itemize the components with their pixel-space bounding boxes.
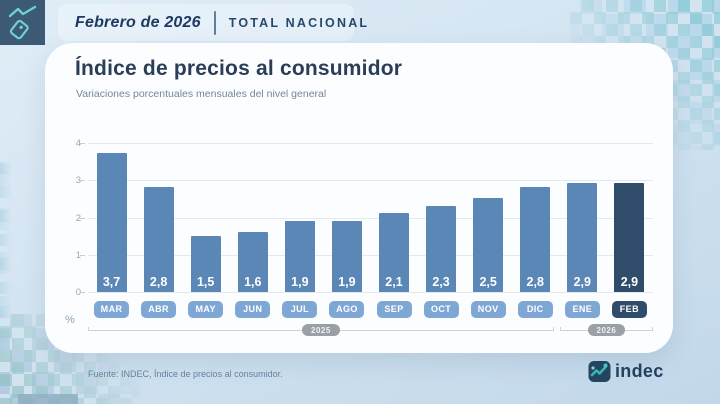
month-pill-ene: ENE (564, 300, 600, 318)
y-tick-label: 3 (75, 175, 81, 186)
bar-mar: 3,7 (96, 153, 127, 292)
header-band (58, 4, 354, 41)
chart-column: 1,6 (229, 142, 276, 292)
month-pill-slot: ENE (559, 299, 606, 318)
bar-value-label: 2,1 (385, 275, 403, 289)
year-pill-2025: 2025 (302, 324, 340, 336)
bar-value-label: 1,5 (196, 275, 215, 289)
chart-card: Índice de precios al consumidor Variacio… (45, 43, 673, 353)
month-pill-ago: AGO (329, 300, 365, 318)
month-pill-nov: NOV (470, 300, 506, 318)
y-tick-label: 4 (75, 138, 81, 149)
bar-value-label: 1,9 (291, 275, 309, 289)
mosaic-pattern-left-edge (0, 150, 12, 350)
chart-column: 2,9 (606, 142, 653, 292)
chart-title: Índice de precios al consumidor (75, 57, 403, 80)
plot-area: 3,7 2,8 1,5 1,6 1,9 1,9 2,1 2,3 2,5 2,8 2,9 2,9 (80, 142, 653, 293)
bar-may: 1,5 (190, 236, 221, 292)
header-period: Febrero de 2026 (75, 14, 201, 31)
bar-value-label: 2,8 (526, 275, 544, 289)
chart-column: 2,1 (370, 142, 417, 292)
chart-column: 2,9 (559, 142, 606, 292)
bar-jul: 1,9 (284, 221, 315, 292)
bar-value-label: 2,9 (620, 275, 639, 289)
month-pill-mar: MAR (94, 300, 130, 318)
brand-square (0, 0, 45, 45)
chart-subtitle: Variaciones porcentuales mensuales del n… (76, 88, 327, 100)
chart-price-tag-icon (8, 5, 36, 39)
month-pill-oct: OCT (423, 300, 459, 318)
month-pill-slot: MAY (182, 299, 229, 318)
y-tick-label: 2 (75, 213, 81, 224)
gridline (80, 143, 653, 144)
indec-logo-icon (588, 361, 611, 382)
chart-columns: 3,7 2,8 1,5 1,6 1,9 1,9 2,1 2,3 2,5 2,8 2,9 2,9 (88, 142, 653, 292)
header-divider (213, 11, 216, 35)
chart-column: 2,3 (418, 142, 465, 292)
month-pill-dic: DIC (517, 300, 553, 318)
gridline (80, 180, 653, 181)
bar-nov: 2,5 (473, 198, 504, 292)
bar-value-label: 3,7 (102, 275, 121, 289)
month-pill-jul: JUL (282, 300, 318, 318)
bar-oct: 2,3 (426, 206, 457, 292)
month-pill-jun: JUN (235, 300, 271, 318)
chart-column: 2,5 (465, 142, 512, 292)
header: Febrero de 2026 TOTAL NACIONAL (75, 8, 369, 38)
indec-logo-text: indec (615, 361, 664, 381)
bar-value-label: 2,8 (149, 275, 168, 289)
month-pill-slot: AGO (323, 299, 370, 318)
month-pill-may: MAY (188, 300, 224, 318)
month-pill-slot: JUN (229, 299, 276, 318)
month-pill-slot: ABR (135, 299, 182, 318)
source-note: Fuente: INDEC, Índice de precios al cons… (88, 369, 283, 379)
y-tick-label: 0 (75, 287, 81, 298)
bar-jun: 1,6 (237, 232, 268, 292)
bottom-left-accent-bar (18, 394, 78, 404)
bar-value-label: 1,6 (244, 275, 262, 289)
month-pill-slot: NOV (465, 299, 512, 318)
bar-sep: 2,1 (379, 213, 409, 292)
bar-ene: 2,9 (567, 183, 598, 292)
bar-value-label: 2,5 (479, 275, 497, 289)
bar-feb: 2,9 (614, 183, 645, 292)
bar-value-label: 2,3 (432, 275, 450, 289)
month-pill-slot: DIC (512, 299, 559, 318)
year-brackets: 2025 2026 (88, 324, 654, 337)
gridline (80, 218, 653, 219)
chart-column: 3,7 (88, 142, 135, 292)
bar-abr: 2,8 (143, 187, 174, 292)
indec-logo: indec (588, 360, 664, 383)
gridline (80, 292, 653, 293)
y-axis-labels: 4 3 2 1 0 (51, 138, 81, 298)
bar-value-label: 1,9 (338, 275, 356, 289)
chart-column: 2,8 (512, 142, 559, 292)
month-pills: MAR ABR MAY JUN JUL AGO SEP OCT NOV DIC ENE FEB (88, 299, 653, 318)
month-pill-sep: SEP (376, 300, 412, 318)
month-pill-feb: FEB (611, 300, 647, 318)
chart-column: 1,9 (276, 142, 323, 292)
month-pill-slot: FEB (606, 299, 653, 318)
y-tick-label: 1 (75, 250, 81, 261)
year-pill-2026: 2026 (587, 324, 626, 336)
chart-column: 1,5 (182, 142, 229, 292)
month-pill-slot: OCT (418, 299, 465, 318)
month-pill-slot: MAR (88, 299, 135, 318)
month-pill-abr: ABR (141, 300, 177, 318)
year-group: 2026 (559, 324, 654, 337)
chart-column: 1,9 (323, 142, 370, 292)
chart-column: 2,8 (135, 142, 182, 292)
bar-ago: 1,9 (331, 221, 362, 292)
percent-axis-label: % (65, 314, 75, 326)
header-scope: TOTAL NACIONAL (228, 16, 370, 30)
month-pill-slot: JUL (276, 299, 323, 318)
bar-value-label: 2,9 (573, 275, 591, 289)
year-group: 2025 (88, 324, 554, 337)
gridline (80, 255, 653, 256)
month-pill-slot: SEP (370, 299, 417, 318)
bar-dic: 2,8 (520, 187, 551, 292)
